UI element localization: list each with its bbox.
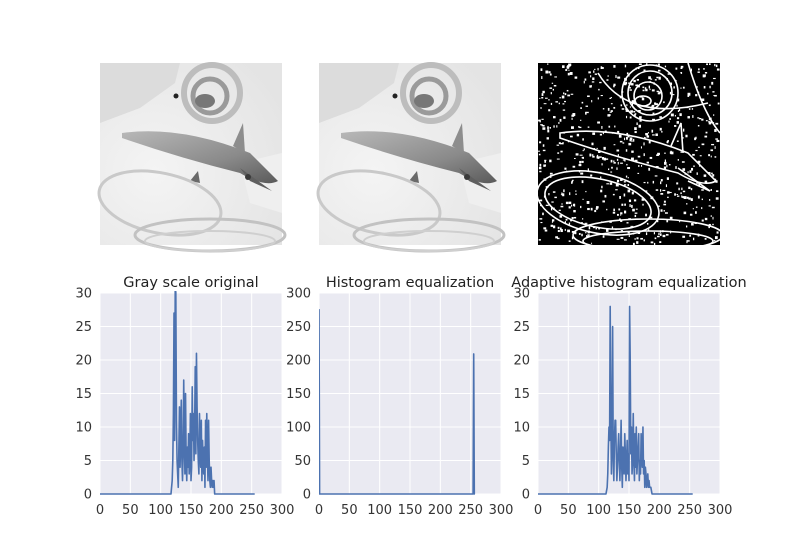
y-tick-label: 50 [294,454,311,469]
x-tick-label: 150 [179,503,204,518]
y-tick-label: 25 [75,320,92,335]
x-tick-label: 50 [122,503,139,518]
y-tick-label: 150 [286,387,311,402]
grayscale-original-image [97,62,287,253]
x-tick-label: 200 [647,503,672,518]
y-tick-label: 0 [522,488,530,503]
x-tick-label: 200 [209,503,234,518]
histogram-line [319,309,476,495]
x-tick-label: 300 [489,503,514,518]
y-tick-label: 20 [513,354,530,369]
chart-title: Gray scale original [123,275,258,291]
y-tick-label: 30 [513,287,530,302]
x-tick-label: 150 [617,503,642,518]
y-tick-label: 30 [75,287,92,302]
histogram-equalization-image [316,62,506,253]
x-tick-label: 250 [458,503,483,518]
adaptive-equalization-image [536,62,724,252]
y-tick-label: 15 [513,387,530,402]
histogram-equalization-histogram: 0 50 100 150 200 250 300 0 50 100 150 200 250 300 Hist… [286,275,513,518]
x-tick-label: 300 [708,503,733,518]
y-tick-label: 250 [286,320,311,335]
y-tick-label: 200 [286,354,311,369]
x-tick-label: 0 [534,503,542,518]
chart-title: Histogram equalization [326,275,494,291]
y-tick-label: 5 [84,454,92,469]
y-tick-label: 20 [75,354,92,369]
x-tick-label: 100 [586,503,611,518]
y-tick-label: 0 [303,488,311,503]
x-tick-label: 300 [270,503,295,518]
x-tick-label: 200 [428,503,453,518]
y-tick-label: 100 [286,421,311,436]
y-tick-label: 15 [75,387,92,402]
x-tick-label: 250 [239,503,264,518]
y-tick-label: 10 [75,421,92,436]
histogram-line [538,305,693,495]
histogram-line [100,291,255,495]
gray-scale-original-histogram: 0 50 100 150 200 250 300 0 5 10 15 20 25 30 Gray scale… [75,275,294,518]
x-tick-label: 250 [677,503,702,518]
x-tick-label: 150 [398,503,423,518]
x-tick-label: 100 [148,503,173,518]
y-tick-label: 300 [286,287,311,302]
x-tick-label: 100 [367,503,392,518]
x-tick-label: 50 [560,503,577,518]
x-tick-label: 50 [341,503,358,518]
y-tick-label: 5 [522,454,530,469]
y-tick-label: 10 [513,421,530,436]
y-tick-label: 25 [513,320,530,335]
x-tick-label: 0 [315,503,323,518]
y-tick-label: 0 [84,488,92,503]
x-tick-label: 0 [96,503,104,518]
chart-title: Adaptive histogram equalization [511,275,746,291]
